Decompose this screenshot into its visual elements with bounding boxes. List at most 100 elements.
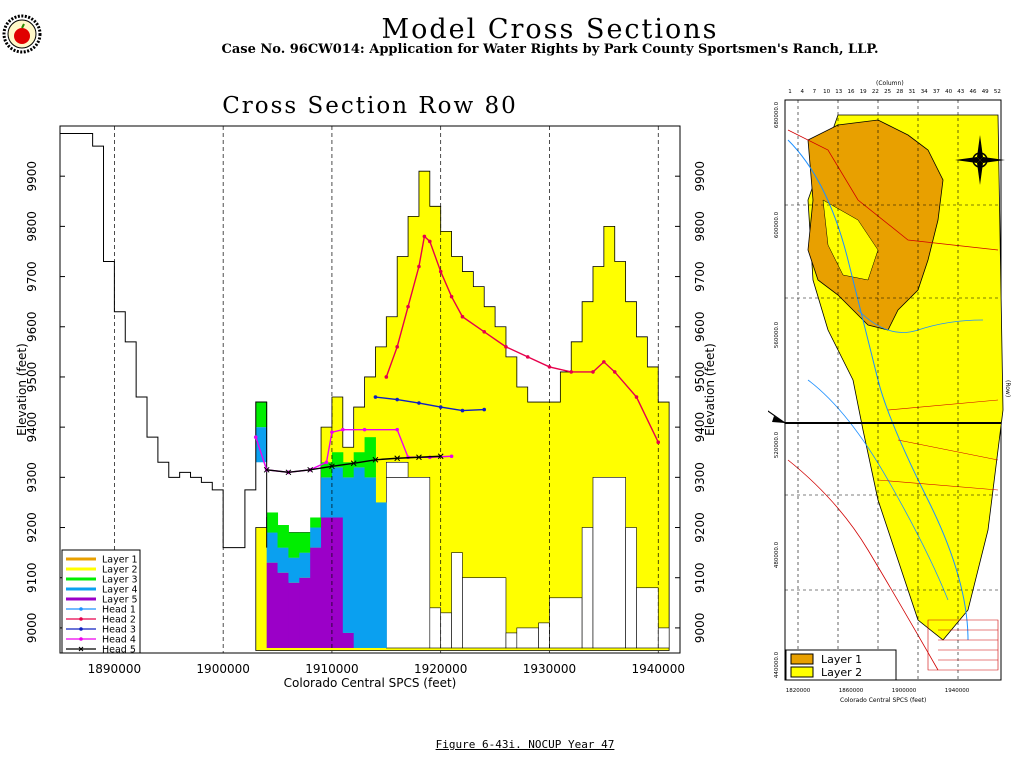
cross-section-chart: 9000 9000 9100 9100 9200 9200 9300 9300 9400 9400…	[15, 125, 717, 690]
x-tick-label: 1900000	[196, 662, 249, 676]
y-axis-label-right: Elevation (feet)	[703, 343, 717, 436]
legend-marker	[79, 627, 83, 631]
map-column-tick: 31	[909, 89, 916, 95]
map-column-tick: 43	[957, 89, 964, 95]
y-tick-label-right: 9500	[693, 362, 707, 393]
legend-marker	[78, 646, 84, 652]
layer5-cell	[310, 547, 322, 648]
legend-label: Layer 3	[102, 575, 138, 586]
layer4-cell	[277, 547, 289, 573]
map-northing-tick: 480000.0	[774, 541, 780, 568]
map-column-tick: 7	[813, 89, 817, 95]
y-tick-label: 9800	[25, 211, 39, 242]
head-point	[350, 460, 357, 467]
head-point	[416, 454, 422, 461]
map-side-label: Colorado Central SPCS (feet)	[840, 697, 926, 704]
map-grid	[785, 100, 1001, 680]
head-point	[525, 355, 530, 359]
plot-frame	[59, 125, 681, 654]
y-tick-label: 9400	[25, 412, 39, 443]
head-point	[263, 466, 270, 473]
y-tick-label: 9500	[25, 362, 39, 393]
head-point	[406, 304, 410, 309]
inactive-cell-area	[516, 627, 539, 649]
layer4-cell	[266, 532, 279, 563]
y-tick-label: 9900	[25, 161, 39, 192]
north-arrow-icon	[955, 135, 1005, 185]
map-river	[807, 379, 949, 601]
x-tick-label: 1920000	[414, 662, 467, 676]
head-point	[253, 435, 258, 439]
legend-label: Head 4	[102, 635, 136, 646]
map-easting-tick: 1820000	[786, 688, 811, 694]
legend-box	[61, 549, 141, 654]
map-legend-label: Layer 2	[821, 666, 862, 679]
layer5-cell	[299, 577, 311, 648]
y-tick-label: 9600	[25, 311, 39, 342]
head-line	[375, 396, 485, 412]
map-easting-tick: 1940000	[945, 688, 970, 694]
head-point	[634, 395, 639, 399]
map-column-tick: 37	[933, 89, 940, 95]
head-point	[569, 370, 574, 374]
head-point	[362, 427, 367, 432]
layer4-cell	[299, 552, 311, 578]
map-northing-tick: 520000.0	[774, 431, 780, 458]
head-point	[373, 395, 378, 399]
head-point	[438, 269, 443, 274]
layer3-cell	[310, 517, 322, 528]
x-tick-label: 1930000	[523, 662, 576, 676]
y-tick-label-right: 9800	[693, 211, 707, 242]
inactive-cell-area	[440, 612, 452, 649]
page-subtitle: Case No. 96CW014: Application for Water …	[221, 42, 879, 57]
y-tick-label-right: 9100	[693, 562, 707, 593]
y-tick-label-right: 9700	[693, 261, 707, 292]
page-title: Model Cross Sections	[381, 14, 719, 45]
layer4-cell	[288, 557, 300, 583]
map-easting-tick: 1900000	[892, 688, 917, 694]
y-tick-label: 9200	[25, 512, 39, 543]
legend-label: Layer 2	[102, 565, 138, 576]
y-tick-label: 9300	[25, 462, 39, 493]
layer5-cell	[277, 572, 289, 648]
y-tick-label-right: 9900	[693, 161, 707, 192]
head-point	[330, 430, 334, 434]
legend-label: Layer 1	[102, 555, 138, 566]
head-point	[324, 460, 329, 465]
layer5-cell	[266, 562, 279, 648]
head-point	[384, 375, 389, 379]
layer3-cell	[288, 532, 300, 558]
head-point	[612, 370, 617, 374]
map-road	[927, 619, 999, 671]
layer3-cell	[331, 452, 344, 468]
x-axis-label: Colorado Central SPCS (feet)	[284, 676, 457, 690]
layer4-cell	[321, 477, 333, 518]
map-road	[787, 459, 939, 671]
map-column-tick: 49	[982, 89, 989, 95]
head-point	[395, 345, 399, 349]
map-column-tick: 46	[970, 89, 977, 95]
inactive-cell-area	[429, 607, 442, 649]
layer5-cell	[331, 517, 344, 648]
head-point	[417, 264, 421, 269]
head-point	[417, 401, 421, 405]
legend-marker	[79, 607, 83, 611]
legend-marker	[79, 637, 83, 641]
map-column-tick: 40	[945, 89, 952, 95]
y-tick-label-right: 9000	[693, 613, 707, 644]
inactive-cell-area	[451, 552, 463, 649]
map-column-tick: 4	[800, 89, 804, 95]
head-point	[504, 345, 508, 349]
map-northing-tick: 600000.0	[774, 211, 780, 238]
head-point	[602, 360, 606, 364]
layer5-cell	[342, 632, 355, 648]
map-northing-tick: 680000.0	[774, 101, 780, 128]
head-point	[591, 370, 595, 374]
map-column-tick: 52	[994, 89, 1001, 95]
layer4-cell	[331, 467, 344, 518]
inactive-cell-area	[549, 597, 583, 649]
layer3-cell	[277, 525, 289, 548]
inactive-cell-area	[462, 577, 507, 649]
head-point	[394, 455, 401, 462]
figure-caption: Figure 6-43i. NOCUP Year 47	[435, 738, 615, 751]
